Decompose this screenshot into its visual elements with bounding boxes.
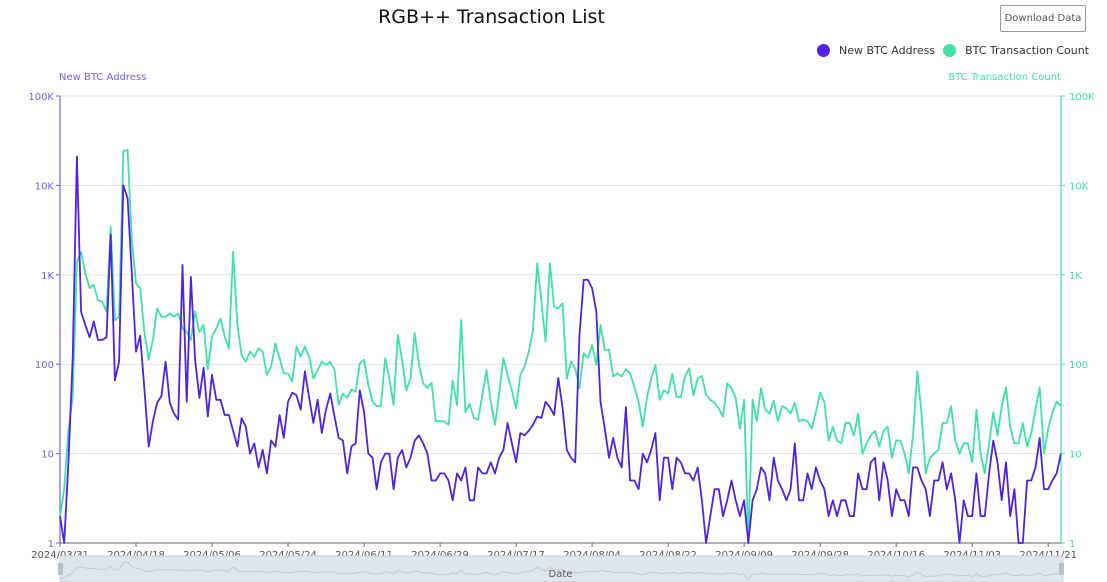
left-axis-title: New BTC Address xyxy=(59,72,147,83)
series-line-btc-transaction-count xyxy=(59,148,1062,544)
left-y-tick-label: 100K xyxy=(28,92,54,103)
x-axis-title: Date xyxy=(549,569,573,580)
slider-left-handle[interactable] xyxy=(58,563,63,575)
right-axis-title: BTC Transaction Count xyxy=(948,72,1061,83)
download-data-button[interactable]: Download Data xyxy=(1000,5,1086,32)
left-y-tick-label: 1K xyxy=(41,271,54,282)
right-y-tick-label: 10K xyxy=(1069,181,1089,192)
left-y-tick-label: 100 xyxy=(35,360,54,371)
legend-item-new-btc-address[interactable]: New BTC Address xyxy=(817,44,935,57)
chart-title: RGB++ Transaction List xyxy=(378,6,605,28)
legend-dot-icon xyxy=(817,44,830,57)
legend-item-btc-transaction-count[interactable]: BTC Transaction Count xyxy=(943,44,1089,57)
series-line-new-btc-address xyxy=(59,155,1062,544)
right-y-tick-label: 1 xyxy=(1069,539,1075,550)
legend-label: BTC Transaction Count xyxy=(965,44,1089,57)
right-y-tick-label: 100 xyxy=(1069,360,1088,371)
left-y-tick-label: 10 xyxy=(41,450,54,461)
legend-label: New BTC Address xyxy=(839,44,936,57)
slider-right-handle[interactable] xyxy=(1059,563,1064,575)
legend-dot-icon xyxy=(943,44,957,57)
left-y-tick-label: 10K xyxy=(35,181,55,192)
right-y-tick-label: 10 xyxy=(1069,450,1082,461)
slider-preview-line xyxy=(59,561,1061,581)
left-y-tick-label: 1 xyxy=(48,539,54,550)
right-y-tick-label: 100K xyxy=(1069,92,1095,103)
right-y-tick-label: 1K xyxy=(1069,271,1082,282)
legend: New BTC Address BTC Transaction Count xyxy=(809,44,1089,57)
